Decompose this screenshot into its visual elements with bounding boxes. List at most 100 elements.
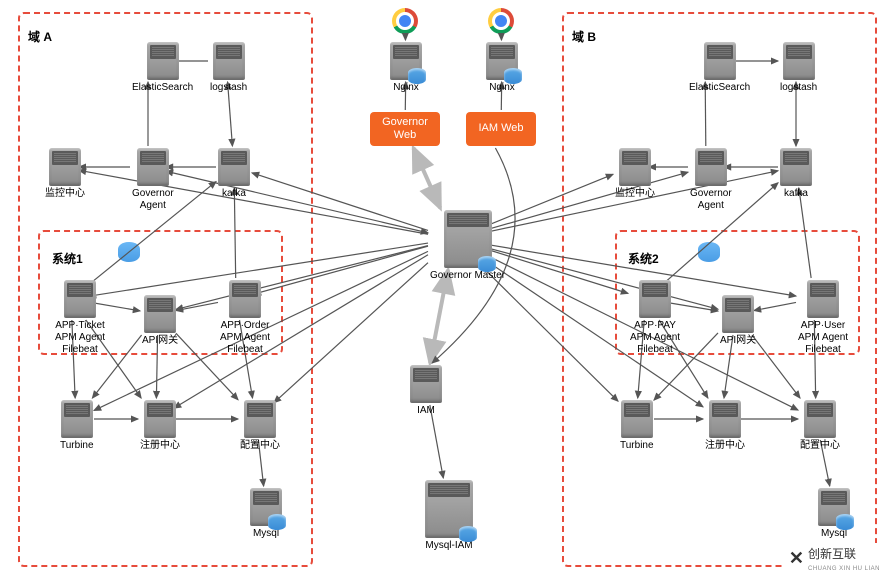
node-mysql-iam: Mysql-IAM	[425, 480, 473, 552]
node-label: API网关	[720, 335, 756, 347]
server-icon	[621, 400, 653, 438]
node-a-govagent: GovernorAgent	[132, 148, 174, 212]
node-label: kafka	[222, 188, 246, 200]
watermark-logo: ✕	[789, 548, 804, 569]
node-a-apigw: API网关	[142, 295, 178, 347]
node-label: ElasticSearch	[689, 82, 750, 94]
disk-icon	[478, 256, 496, 272]
node-label: APP·TicketAPM AgentFilebeat	[55, 320, 105, 356]
node-b-reg: 注册中心	[705, 400, 745, 452]
node-label: 注册中心	[140, 440, 180, 452]
server-icon	[137, 148, 169, 186]
node-b-apigw: API网关	[720, 295, 756, 347]
server-icon	[250, 488, 282, 526]
server-icon	[486, 42, 518, 80]
server-icon	[722, 295, 754, 333]
node-label: 注册中心	[705, 440, 745, 452]
server-icon	[49, 148, 81, 186]
server-icon	[147, 42, 179, 80]
node-nginx1: Nginx	[390, 42, 422, 94]
node-a-order: APP·OrderAPM AgentFilebeat	[220, 280, 270, 356]
node-b-mysql: Mysql	[818, 488, 850, 540]
node-a-ticket: APP·TicketAPM AgentFilebeat	[55, 280, 105, 356]
node-a-mysql: Mysql	[250, 488, 282, 540]
node-a-reg: 注册中心	[140, 400, 180, 452]
disk-icon	[408, 68, 426, 84]
server-icon	[410, 365, 442, 403]
edge	[274, 263, 428, 403]
node-label: GovernorAgent	[132, 188, 174, 212]
node-label: Turbine	[60, 440, 94, 452]
server-icon	[639, 280, 671, 318]
node-b-logstash: logstash	[780, 42, 817, 94]
server-icon	[229, 280, 261, 318]
server-icon	[444, 210, 492, 268]
disk-icon	[268, 514, 286, 530]
node-label: 配置中心	[240, 440, 280, 452]
server-icon	[61, 400, 93, 438]
edge	[752, 335, 800, 398]
server-icon	[244, 400, 276, 438]
edge	[799, 188, 811, 278]
region-title-domainA: 域 A	[28, 28, 52, 45]
server-icon	[804, 400, 836, 438]
server-icon	[390, 42, 422, 80]
node-label: ElasticSearch	[132, 82, 193, 94]
node-label: APP·OrderAPM AgentFilebeat	[220, 320, 270, 356]
node-iam: IAM	[410, 365, 442, 417]
server-icon	[619, 148, 651, 186]
server-icon	[144, 295, 176, 333]
node-a-turbine: Turbine	[60, 400, 94, 452]
server-icon	[783, 42, 815, 80]
node-label: 监控中心	[45, 188, 85, 200]
server-icon	[213, 42, 245, 80]
server-icon	[218, 148, 250, 186]
node-a-monitor: 监控中心	[45, 148, 85, 200]
disk-icon	[504, 68, 522, 84]
node-label: IAM	[417, 405, 435, 417]
server-icon	[709, 400, 741, 438]
server-icon	[818, 488, 850, 526]
node-a-config: 配置中心	[240, 400, 280, 452]
node-b-user: APP·UserAPM AgentFilebeat	[798, 280, 848, 356]
disk-icon	[459, 526, 477, 542]
node-b-es: ElasticSearch	[689, 42, 750, 94]
node-label: GovernorAgent	[690, 188, 732, 212]
server-icon	[425, 480, 473, 538]
edge	[252, 173, 428, 231]
node-nginx2: Nginx	[486, 42, 518, 94]
node-label: kafka	[784, 188, 808, 200]
node-b-pay: APP·PAYAPM AgentFilebeat	[630, 280, 680, 356]
box-gov-web: Governor Web	[370, 112, 440, 146]
box-iam-web: IAM Web	[466, 112, 536, 146]
node-b-govagent: GovernorAgent	[690, 148, 732, 212]
server-icon	[695, 148, 727, 186]
node-b-config: 配置中心	[800, 400, 840, 452]
edge	[754, 302, 796, 310]
node-b-turbine: Turbine	[620, 400, 654, 452]
watermark-brand: 创新互联	[808, 545, 880, 562]
node-label: logstash	[210, 82, 247, 94]
watermark: ✕ 创新互联 CHUANG XIN HU LIAN	[783, 543, 886, 574]
server-icon	[144, 400, 176, 438]
disk-icon	[836, 514, 854, 530]
edge	[480, 172, 688, 231]
server-icon	[64, 280, 96, 318]
edge	[234, 188, 235, 278]
node-b-kafka: kafka	[780, 148, 812, 200]
region-title-domainB: 域 B	[572, 28, 596, 45]
node-a-logstash: logstash	[210, 42, 247, 94]
edge	[166, 171, 428, 233]
region-title-sys2: 系统2	[628, 250, 659, 267]
region-title-sys1: 系统1	[52, 250, 83, 267]
node-label: APP·UserAPM AgentFilebeat	[798, 320, 848, 356]
server-icon	[807, 280, 839, 318]
edge	[430, 270, 448, 363]
node-b-monitor: 监控中心	[615, 148, 655, 200]
node-label: APP·PAYAPM AgentFilebeat	[630, 320, 680, 356]
node-gov-master: Governor Master	[430, 210, 505, 282]
node-label: API网关	[142, 335, 178, 347]
node-a-kafka: kafka	[218, 148, 250, 200]
node-label: 监控中心	[615, 188, 655, 200]
edge	[413, 148, 440, 208]
